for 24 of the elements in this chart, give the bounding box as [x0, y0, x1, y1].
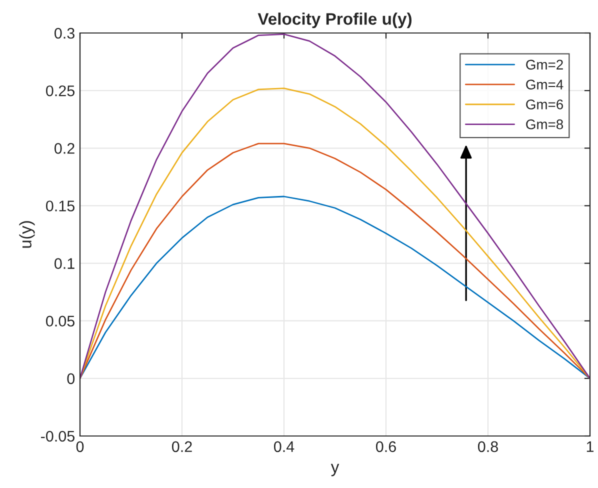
y-tick-label: 0.2 — [54, 143, 74, 154]
x-tick-label: 0 — [76, 441, 84, 452]
line-series — [80, 142, 590, 380]
y-tick-label: 0 — [67, 373, 75, 384]
legend-label: Gm=6 — [526, 100, 563, 110]
legend-label: Gm=2 — [526, 60, 563, 70]
y-tick-label: 0.15 — [46, 200, 74, 212]
legend-label: Gm=4 — [526, 80, 564, 90]
x-axis-title: y — [330, 464, 340, 476]
x-tick-label: 0.6 — [376, 441, 396, 452]
y-tick-label: -0.05 — [41, 430, 74, 442]
x-tick-label: 0.2 — [172, 441, 192, 452]
chart-title: Velocity Profile u(y) — [258, 12, 412, 28]
y-tick-label: 0.05 — [46, 316, 74, 327]
legend-label: Gm=8 — [526, 119, 564, 130]
y-axis-title: u(y) — [19, 221, 35, 248]
y-tick-label: 0.3 — [54, 28, 74, 39]
line-series — [80, 196, 590, 380]
x-tick-label: 0.4 — [274, 441, 294, 452]
y-tick-label: 0.25 — [46, 85, 74, 96]
x-tick-label: 1 — [586, 441, 594, 452]
y-tick-label: 0.1 — [54, 258, 74, 269]
line-series — [80, 88, 590, 380]
x-tick-label: 0.8 — [478, 441, 498, 452]
